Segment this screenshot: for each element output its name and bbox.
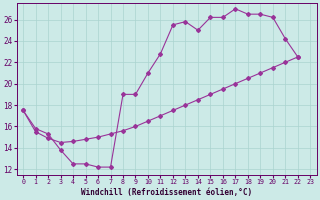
X-axis label: Windchill (Refroidissement éolien,°C): Windchill (Refroidissement éolien,°C) xyxy=(81,188,252,197)
